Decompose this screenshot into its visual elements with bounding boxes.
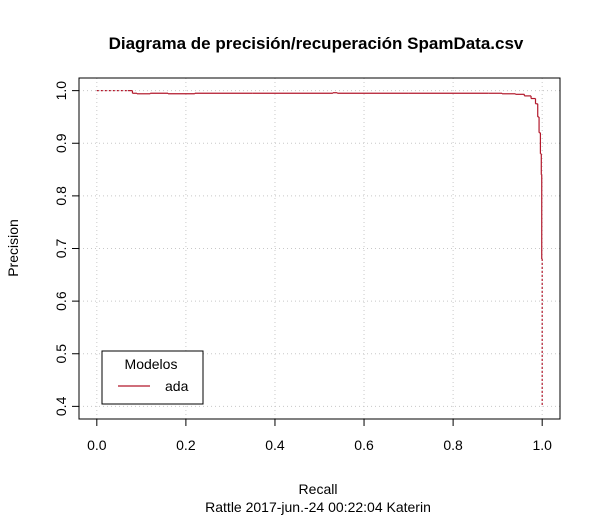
x-tick-label: 0.8 [443, 437, 463, 453]
legend-box [101, 350, 204, 405]
x-tick-label: 1.0 [532, 437, 552, 453]
x-tick-label: 0.2 [176, 437, 196, 453]
x-axis: 0.0 0.2 0.4 0.6 0.8 1.0 [87, 418, 552, 453]
chart-title: Diagrama de precisión/recuperación SpamD… [109, 34, 524, 53]
y-axis-label: Precision [5, 219, 21, 277]
y-tick-label: 0.4 [53, 396, 69, 416]
series-ada [96, 90, 543, 407]
y-tick-label: 1.0 [53, 81, 69, 101]
x-tick-label: 0.0 [87, 437, 107, 453]
y-tick-label: 0.6 [53, 291, 69, 311]
legend: Modelos ada [101, 350, 204, 405]
legend-title: Modelos [125, 356, 178, 372]
y-tick-label: 0.8 [53, 186, 69, 206]
series-layer [96, 90, 543, 407]
y-axis: 0.4 0.5 0.6 0.7 0.8 0.9 1.0 [53, 81, 80, 416]
chart-subtitle: Rattle 2017-jun.-24 00:22:04 Katerin [205, 499, 431, 515]
y-tick-label: 0.7 [53, 239, 69, 259]
y-tick-label: 0.9 [53, 133, 69, 153]
y-tick-label: 0.5 [53, 344, 69, 364]
x-tick-label: 0.4 [265, 437, 285, 453]
x-axis-label: Recall [299, 481, 338, 497]
legend-entry-ada: ada [165, 378, 189, 394]
x-tick-label: 0.6 [354, 437, 374, 453]
